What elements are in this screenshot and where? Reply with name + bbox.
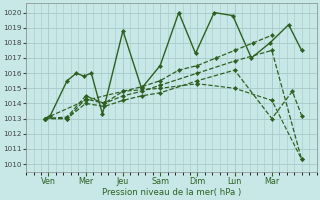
X-axis label: Pression niveau de la mer( hPa ): Pression niveau de la mer( hPa ) <box>102 188 241 197</box>
